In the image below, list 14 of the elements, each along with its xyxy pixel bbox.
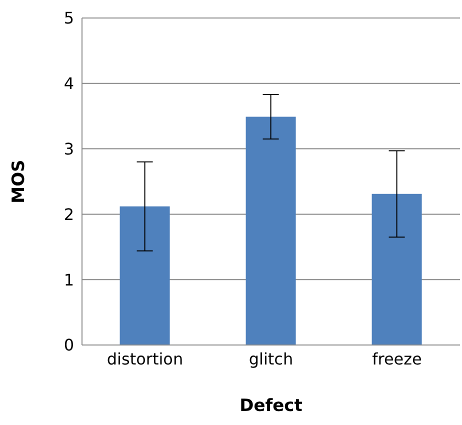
bar xyxy=(120,206,170,345)
y-axis-title: MOS xyxy=(9,160,30,204)
y-tick-label: 5 xyxy=(64,8,74,28)
y-tick-label: 2 xyxy=(64,204,74,224)
y-tick-label: 4 xyxy=(64,74,74,94)
bar xyxy=(246,116,296,345)
x-tick-label: distortion xyxy=(106,349,184,368)
x-axis-title: Defect xyxy=(240,396,302,416)
x-tick-label: freeze xyxy=(372,349,422,368)
y-tick-label: 1 xyxy=(64,270,74,290)
x-tick-label: glitch xyxy=(248,349,294,368)
y-tick-label: 3 xyxy=(64,139,74,158)
y-tick-label: 0 xyxy=(64,336,74,355)
bar xyxy=(372,194,422,345)
